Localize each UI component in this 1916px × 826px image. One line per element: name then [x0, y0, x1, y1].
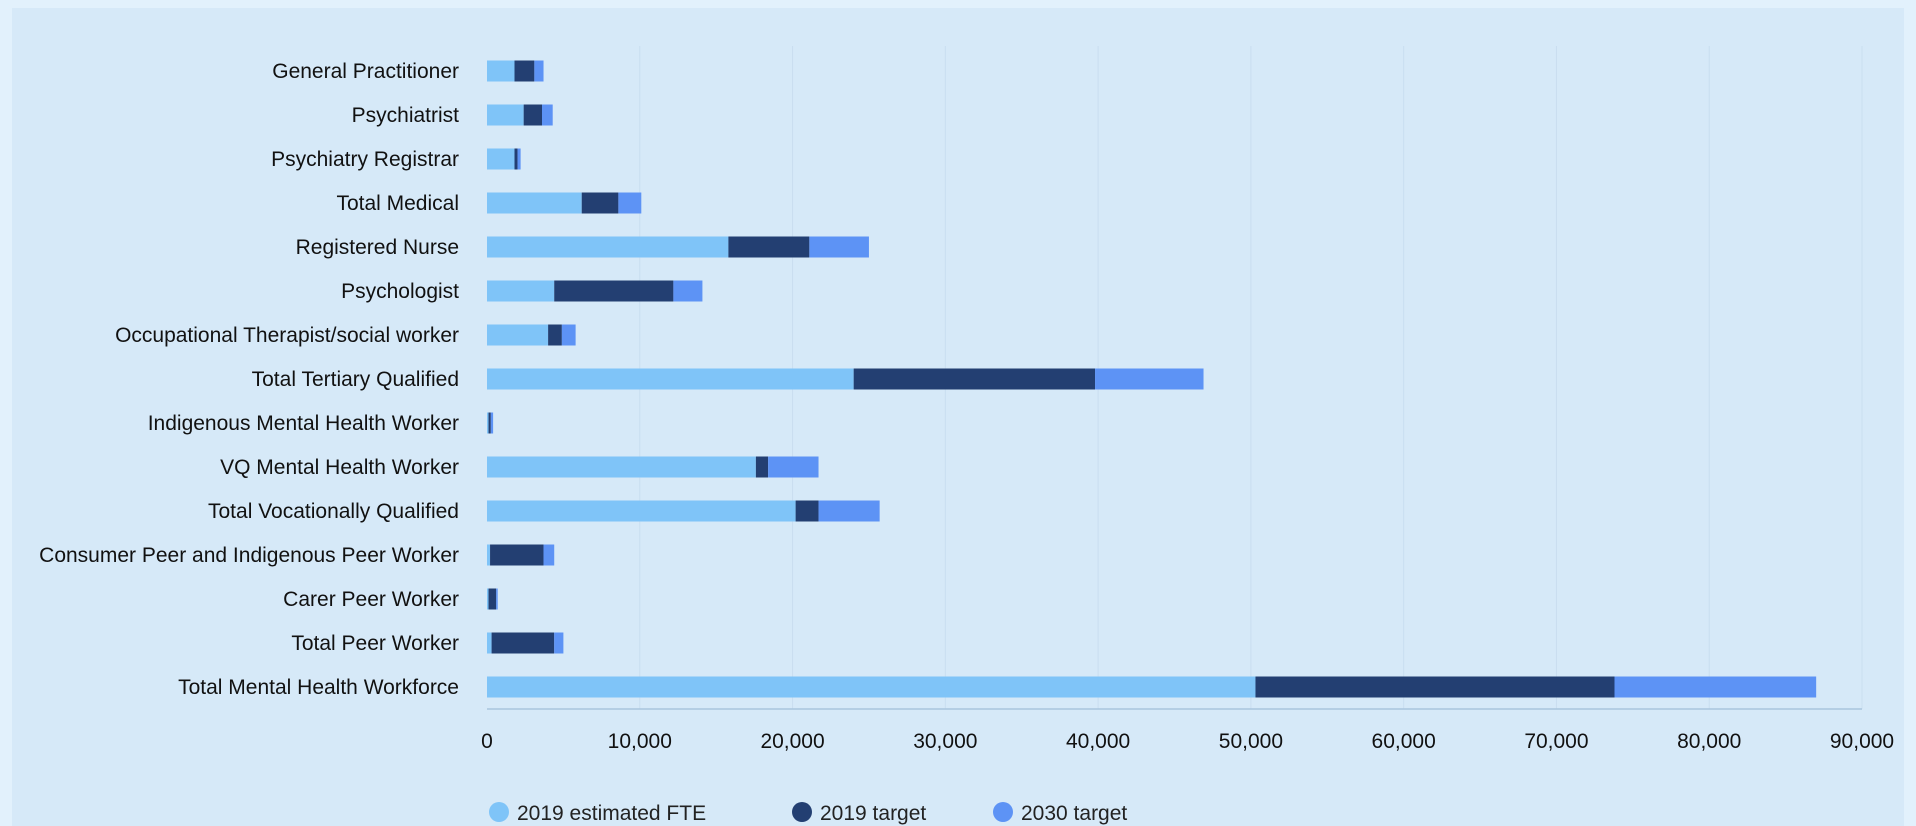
category-label: VQ Mental Health Worker — [220, 456, 459, 479]
bar-segment — [487, 632, 492, 654]
chart-panel: 0 10,000 20,000 30,000 40,000 50,000 60,000 70,… — [12, 8, 1904, 826]
category-label: Total Tertiary Qualified — [252, 368, 459, 391]
x-tick-label: 60,000 — [1372, 730, 1436, 753]
category-label: Occupational Therapist/social worker — [115, 324, 459, 347]
bar-segment — [487, 60, 515, 82]
category-label: Total Mental Health Workforce — [178, 676, 459, 699]
category-label: Psychiatrist — [352, 104, 460, 127]
bar-segment — [487, 368, 854, 390]
bar-segment — [561, 324, 576, 346]
x-tick-label: 0 — [481, 730, 493, 753]
bar-segment — [487, 104, 524, 126]
legend-label: 2019 estimated FTE — [517, 802, 706, 825]
legend-swatch — [489, 802, 509, 822]
bar-segment — [487, 456, 756, 478]
bar-segment — [755, 456, 769, 478]
bar-segment — [488, 412, 491, 434]
bar-segment — [1095, 368, 1204, 390]
bar-segment — [490, 544, 544, 566]
bar-segment — [768, 456, 819, 478]
bar-segment — [487, 544, 491, 566]
bar-segment — [534, 60, 544, 82]
bar-segment — [487, 192, 582, 214]
category-label: Total Medical — [336, 192, 459, 215]
x-tick-label: 50,000 — [1219, 730, 1283, 753]
category-label: Psychologist — [341, 280, 459, 303]
category-label: Psychiatry Registrar — [271, 148, 459, 171]
bar-segment — [487, 280, 555, 302]
bar-segment — [488, 588, 497, 610]
bar-segment — [514, 60, 535, 82]
bar-segment — [673, 280, 703, 302]
legend-label: 2030 target — [1021, 802, 1127, 825]
bar-segment — [554, 632, 564, 654]
stacked-bar-chart: 0 10,000 20,000 30,000 40,000 50,000 60,000 70,… — [39, 46, 1894, 825]
x-tick-label: 20,000 — [760, 730, 824, 753]
category-label: Carer Peer Worker — [283, 588, 459, 611]
bar-segment — [487, 588, 489, 610]
bar-segment — [581, 192, 619, 214]
x-tick-label: 30,000 — [913, 730, 977, 753]
x-tick-label: 90,000 — [1830, 730, 1894, 753]
bar-segment — [487, 412, 489, 434]
category-label: Registered Nurse — [296, 236, 459, 259]
bars — [487, 60, 1817, 698]
bar-segment — [618, 192, 642, 214]
bar-segment — [517, 148, 521, 170]
bar-segment — [523, 104, 542, 126]
x-tick-label: 70,000 — [1524, 730, 1588, 753]
bar-segment — [795, 500, 819, 522]
x-axis: 0 10,000 20,000 30,000 40,000 50,000 60,000 70,… — [481, 708, 1894, 753]
category-label: Consumer Peer and Indigenous Peer Worker — [39, 544, 459, 567]
bar-segment — [853, 368, 1096, 390]
category-label: Total Vocationally Qualified — [208, 500, 459, 523]
bar-segment — [548, 324, 562, 346]
bar-segment — [487, 148, 515, 170]
bar-segment — [514, 148, 518, 170]
bar-segment — [543, 544, 555, 566]
bar-segment — [728, 236, 810, 258]
legend-label: 2019 target — [820, 802, 926, 825]
bar-segment — [487, 500, 796, 522]
bar-segment — [496, 588, 498, 610]
category-label: Indigenous Mental Health Worker — [148, 412, 459, 435]
x-tick-label: 40,000 — [1066, 730, 1130, 753]
category-label: Total Peer Worker — [291, 632, 459, 655]
category-labels: General Practitioner Psychiatrist Psychiat… — [39, 60, 459, 699]
bar-segment — [487, 324, 549, 346]
bar-segment — [487, 676, 1256, 698]
bar-segment — [487, 236, 729, 258]
legend: 2019 estimated FTE 2019 target 2030 target — [489, 802, 1127, 825]
legend-swatch — [993, 802, 1013, 822]
category-label: General Practitioner — [272, 60, 459, 83]
bar-segment — [542, 104, 553, 126]
bar-segment — [490, 412, 494, 434]
bar-segment — [1255, 676, 1615, 698]
bar-segment — [818, 500, 880, 522]
bar-segment — [809, 236, 869, 258]
gridlines — [639, 46, 1863, 709]
x-tick-label: 80,000 — [1677, 730, 1741, 753]
bar-segment — [1614, 676, 1817, 698]
bar-segment — [491, 632, 555, 654]
legend-swatch — [792, 802, 812, 822]
bar-segment — [554, 280, 674, 302]
x-tick-label: 10,000 — [608, 730, 672, 753]
